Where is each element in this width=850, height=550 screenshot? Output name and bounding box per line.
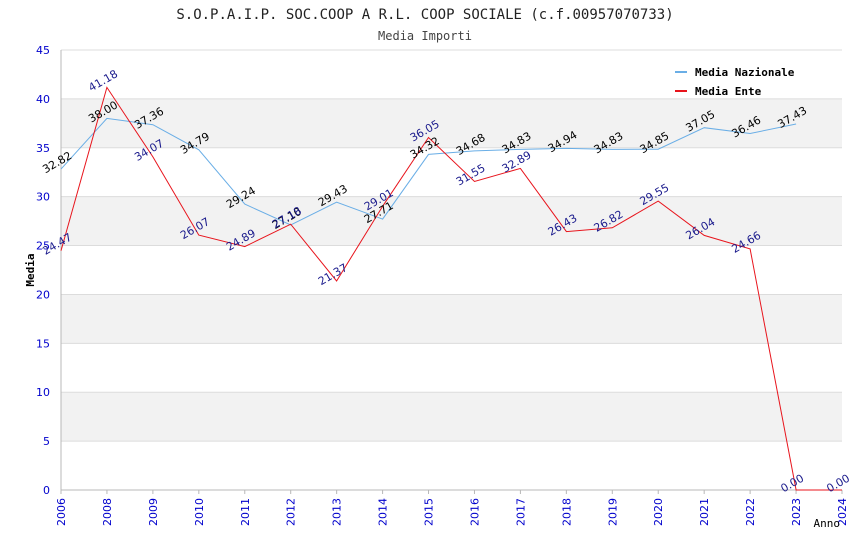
- legend-label: Media Ente: [695, 85, 762, 98]
- chart-subtitle: Media Importi: [378, 29, 472, 43]
- plot-band: [61, 196, 842, 246]
- y-tick-label: 35: [36, 142, 50, 155]
- x-tick-label: 2006: [55, 498, 68, 526]
- y-tick-label: 40: [36, 93, 50, 106]
- legend: Media Nazionale Media Ente: [675, 66, 795, 98]
- y-tick-label: 0: [43, 484, 50, 497]
- x-tick-label: 2010: [193, 498, 206, 526]
- y-tick-labels: 0 5 10 15 20 25 30 35 40 45: [36, 44, 50, 497]
- x-axis-label: Anno: [814, 517, 841, 530]
- x-tick-label: 2015: [423, 498, 436, 526]
- x-tick-label: 2012: [285, 498, 298, 526]
- y-tick-label: 45: [36, 44, 50, 57]
- x-tick-label: 2009: [147, 498, 160, 526]
- y-tick-label: 15: [36, 337, 50, 350]
- x-tick-label: 2011: [239, 498, 252, 526]
- y-tick-label: 25: [36, 240, 50, 253]
- x-tick-label: 2008: [101, 498, 114, 526]
- plot-band: [61, 441, 842, 490]
- x-tick-label: 2018: [560, 498, 573, 526]
- y-tick-label: 20: [36, 288, 50, 301]
- plot-band: [61, 98, 842, 148]
- plot-band: [61, 147, 842, 197]
- x-tick-label: 2014: [377, 498, 390, 526]
- x-tick-label: 2013: [331, 498, 344, 526]
- chart-title: S.O.P.A.I.P. SOC.COOP A R.L. COOP SOCIAL…: [176, 7, 673, 23]
- x-tick-label: 2021: [698, 498, 711, 526]
- plot-bands: [61, 50, 842, 490]
- series-line-media-ente: [60, 86, 842, 491]
- series-line-media-nazionale: [60, 117, 797, 226]
- x-tick-labels: 2006 2008 2009 2010 2011 2012 2013 2014 2015 2016…: [55, 498, 849, 526]
- x-tick-label: 2017: [514, 498, 527, 526]
- y-tick-label: 30: [36, 191, 50, 204]
- x-tick-label: 2023: [790, 498, 803, 526]
- plot-band: [61, 343, 842, 393]
- x-tick-label: 2020: [652, 498, 665, 526]
- y-tick-label: 5: [43, 435, 50, 448]
- x-tick-label: 2019: [606, 498, 619, 526]
- y-tick-label: 10: [36, 386, 50, 399]
- plot-band: [61, 50, 842, 99]
- x-tick-label: 2022: [744, 498, 757, 526]
- y-axis-label: Media: [24, 253, 37, 286]
- x-tick-label: 2024: [836, 498, 849, 526]
- plot-band: [61, 392, 842, 442]
- legend-label: Media Nazionale: [695, 66, 795, 79]
- x-tick-label: 2016: [468, 498, 481, 526]
- series-lines: [60, 86, 842, 491]
- plot-band: [61, 245, 842, 295]
- gridlines: [61, 49, 842, 491]
- plot-band: [61, 294, 842, 344]
- axes: [60, 50, 843, 494]
